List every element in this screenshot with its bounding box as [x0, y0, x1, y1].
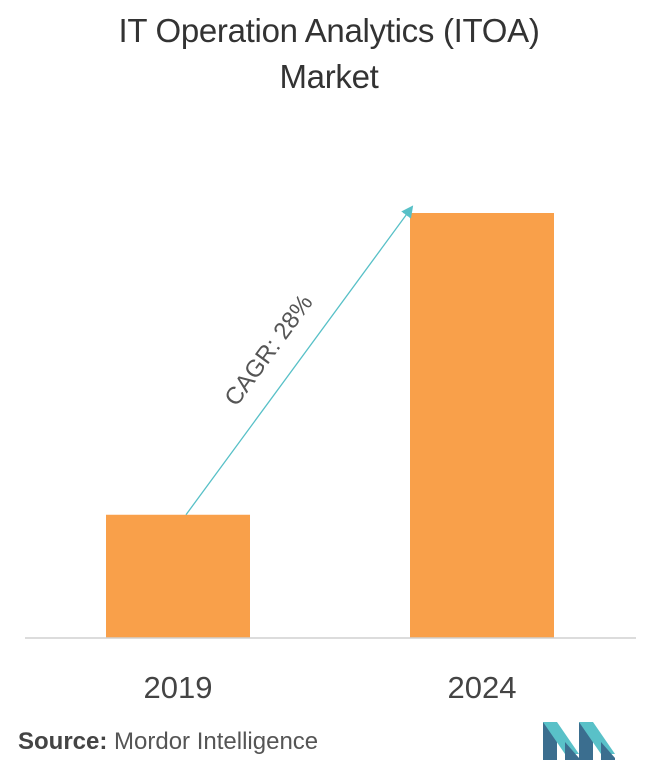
x-tick-labels: 2019 2024 — [144, 670, 517, 705]
chart-title: IT Operation Analytics (ITOA) Market — [20, 8, 638, 100]
chart-title-line-2: Market — [279, 58, 379, 95]
x-tick-label-2019: 2019 — [144, 670, 213, 705]
mordor-intelligence-logo-icon — [543, 722, 615, 760]
x-tick-label-2024: 2024 — [448, 670, 517, 705]
source-text: Mordor Intelligence — [114, 728, 319, 755]
source-note: Source: Mordor Intelligence — [18, 728, 318, 756]
cagr-label: CAGR: 28% — [219, 290, 318, 411]
cagr-arrow — [185, 205, 414, 516]
bar-2019 — [106, 514, 250, 638]
chart-title-line-1: IT Operation Analytics (ITOA) — [118, 12, 540, 49]
source-label: Source: — [18, 728, 108, 755]
bar-2024 — [410, 213, 554, 638]
bars-layer — [106, 213, 554, 638]
